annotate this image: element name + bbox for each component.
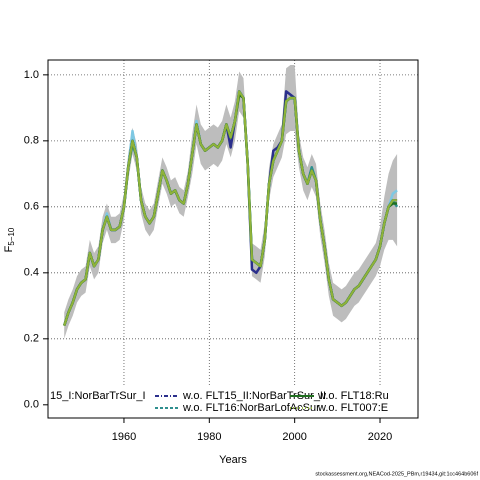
plot-area bbox=[63, 64, 399, 339]
x-tick-label: 1960 bbox=[112, 431, 136, 443]
footer: stockassessment.org,NEACod-2025_PBm,r194… bbox=[315, 471, 478, 477]
legend-label: w.o. FLT007:E bbox=[317, 402, 388, 414]
x-axis-label: Years bbox=[219, 454, 247, 466]
y-tick-label: 0.2 bbox=[24, 333, 39, 345]
y-tick-label: 0.4 bbox=[24, 267, 39, 279]
y-tick-label: 0.6 bbox=[24, 201, 39, 213]
y-tick-label: 0.8 bbox=[24, 135, 39, 147]
legend-background bbox=[48, 387, 418, 418]
plot-frame bbox=[47, 59, 419, 419]
legend-label: 15_I:NorBarTrSur_I bbox=[50, 390, 146, 402]
x-tick-label: 1980 bbox=[197, 431, 221, 443]
legend-label: w.o. FLT18:Ru bbox=[317, 390, 389, 402]
legend: 15_I:NorBarTrSur_I w.o. FLT15_II:NorBarTr… bbox=[48, 387, 418, 418]
legend-label: w.o. FLT16:NorBarLofAcSur bbox=[182, 402, 320, 414]
x-tick-label: 2020 bbox=[368, 431, 392, 443]
y-axis-label-main: F bbox=[3, 245, 15, 252]
y-tick-label: 1.0 bbox=[24, 69, 39, 81]
y-tick-label: 0.0 bbox=[24, 399, 39, 411]
confidence-band bbox=[64, 64, 398, 339]
legend-label: w.o. FLT15_II:NorBarTrSur_II bbox=[182, 390, 326, 402]
y-axis-label: F5−10 bbox=[3, 227, 16, 252]
y-axis-label-sub: 5−10 bbox=[7, 227, 16, 246]
x-tick-label: 2000 bbox=[282, 431, 306, 443]
series-line bbox=[63, 90, 398, 326]
